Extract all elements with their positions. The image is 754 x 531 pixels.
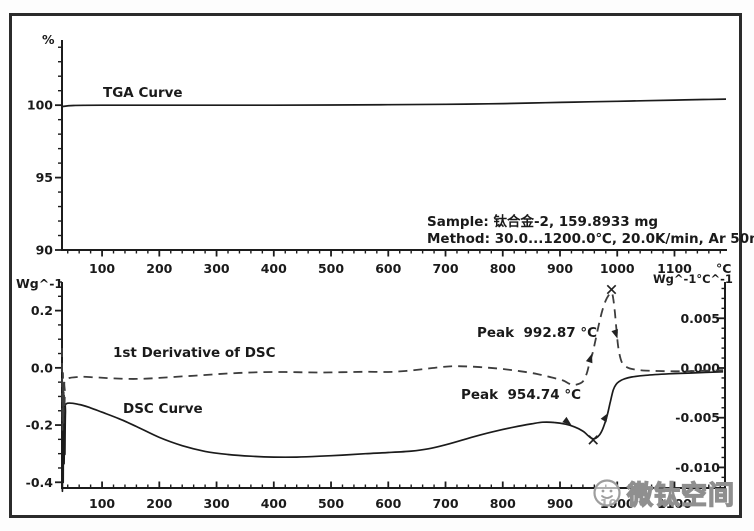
peak-arrow-marker <box>585 353 593 364</box>
y-tick-label-left: 0.2 <box>31 303 53 318</box>
method-info: Method: 30.0...1200.0℃, 20.0K/min, Ar 50… <box>427 231 754 247</box>
derivative-curve-label: 1st Derivative of DSC <box>113 345 276 361</box>
x-tick-label: 400 <box>261 261 287 276</box>
dsc-right-axis-unit: Wg^-1°C^-1 <box>653 272 733 286</box>
peak-x-marker <box>588 435 599 445</box>
dsc-curve <box>61 370 724 492</box>
x-tick-label: 100 <box>89 496 115 511</box>
watermark-text: 微钛空间 <box>626 480 736 511</box>
y-tick-label: 95 <box>36 170 53 185</box>
x-tick-label: 800 <box>490 496 516 511</box>
peak-arrow-marker <box>611 329 618 339</box>
x-tick-label: 900 <box>547 261 573 276</box>
tga-y-axis-unit: % <box>42 32 55 47</box>
tga-curve-label: TGA Curve <box>103 85 183 101</box>
y-tick-label-right: -0.010 <box>675 460 720 475</box>
y-tick-label-right: -0.005 <box>675 410 720 425</box>
x-tick-label: 600 <box>375 496 401 511</box>
dsc-curve-label: DSC Curve <box>123 401 203 417</box>
y-tick-label-left: -0.4 <box>26 475 54 490</box>
x-tick-label: 300 <box>204 496 230 511</box>
x-tick-label: 400 <box>261 496 287 511</box>
peak-x-marker <box>606 284 617 295</box>
watermark: 微钛空间 <box>592 469 750 517</box>
x-tick-label: 800 <box>490 261 516 276</box>
y-tick-label: 90 <box>36 243 54 258</box>
y-tick-label-right: 0.005 <box>680 311 720 326</box>
x-tick-label: 1100 <box>657 261 692 276</box>
x-tick-label: 500 <box>318 261 344 276</box>
figure-border <box>9 13 742 518</box>
peak-992-label: Peak 992.87 °C <box>477 325 597 341</box>
x-axis-unit: °C <box>716 261 731 276</box>
y-tick-label: 100 <box>27 98 53 113</box>
tga-panel: 100 95 90 100 200 300 400 500 600 700 800 900 1000 11… <box>27 32 754 276</box>
peak-954-label: Peak 954.74 °C <box>461 387 581 403</box>
watermark-logo-icon <box>593 479 621 507</box>
peak-arrow-marker <box>562 416 572 426</box>
sample-info: Sample: 钛合金-2, 159.8933 mg <box>427 213 658 230</box>
x-tick-label: 100 <box>89 261 115 276</box>
x-tick-label: 600 <box>375 261 401 276</box>
y-tick-label-left: 0.0 <box>31 360 53 375</box>
x-tick-label: 500 <box>318 496 344 511</box>
x-tick-label: 700 <box>432 496 458 511</box>
y-tick-label-left: -0.2 <box>26 418 53 433</box>
tga-curve <box>61 98 727 108</box>
x-tick-label: 900 <box>547 496 573 511</box>
x-tick-label: 200 <box>146 496 172 511</box>
x-tick-label: 1100 <box>657 496 692 511</box>
x-tick-label: 700 <box>432 261 458 276</box>
x-tick-label: 1000 <box>600 261 635 276</box>
x-tick-label: 300 <box>204 261 230 276</box>
peak-arrow-marker <box>600 412 609 423</box>
dsc-left-axis-unit: Wg^-1 <box>16 276 63 291</box>
x-tick-label: 200 <box>146 261 172 276</box>
